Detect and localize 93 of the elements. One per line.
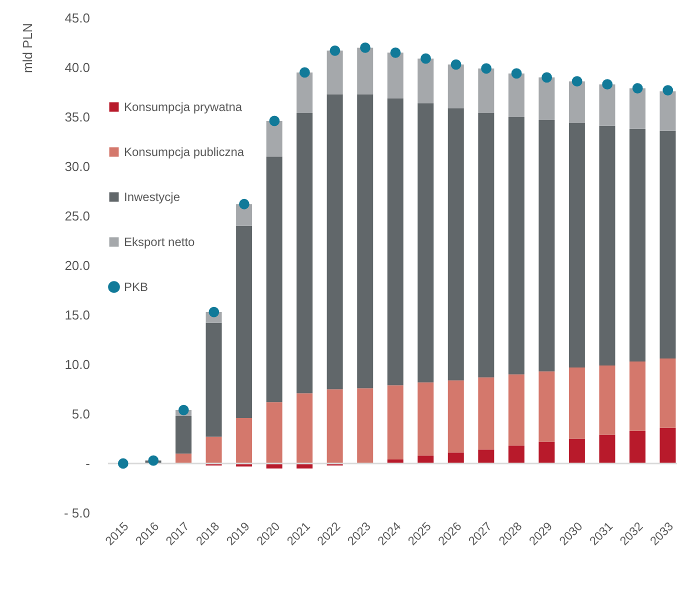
point	[178, 404, 189, 416]
y-tick-label: 35.0	[64, 110, 90, 125]
bar	[599, 365, 616, 435]
point	[450, 59, 462, 70]
y-tick-label: 25.0	[64, 208, 90, 224]
bar	[629, 430, 646, 464]
y-tick-label: 20.0	[64, 258, 90, 274]
y-tick-label: 30.0	[64, 159, 90, 174]
point	[602, 79, 613, 90]
point	[662, 85, 674, 96]
bar	[538, 442, 555, 464]
bar	[568, 81, 585, 123]
point	[511, 68, 522, 79]
bar	[568, 122, 585, 368]
bar	[418, 103, 434, 382]
y-tick-label: 40.0	[64, 60, 90, 76]
bar	[266, 156, 282, 402]
legend-label: PKB	[124, 280, 148, 294]
bar	[176, 454, 192, 464]
point	[300, 67, 310, 78]
legend-label: Konsumpcja publiczna	[124, 144, 244, 158]
bar	[296, 113, 313, 394]
legend-label: Inwestycje	[124, 190, 180, 204]
point	[360, 42, 370, 53]
point	[632, 83, 643, 94]
bar	[629, 128, 646, 362]
bar	[266, 402, 282, 464]
bar	[538, 77, 555, 120]
bar	[326, 50, 343, 94]
bar	[266, 120, 282, 157]
legend-label: Konsumpcja prywatna	[124, 100, 242, 114]
point	[390, 47, 401, 58]
bar	[296, 393, 313, 464]
bar	[568, 438, 585, 464]
bar	[538, 120, 555, 372]
bar	[206, 436, 222, 464]
y-tick-label: 10.0	[64, 357, 90, 372]
point	[148, 455, 159, 466]
bar	[629, 362, 646, 431]
bar	[357, 48, 374, 94]
bar	[599, 126, 616, 366]
point	[330, 45, 340, 56]
bar	[326, 389, 343, 464]
bar	[508, 73, 524, 117]
bar	[296, 72, 313, 114]
bar	[568, 367, 585, 439]
bar	[660, 428, 676, 464]
bar	[478, 68, 494, 114]
bar	[508, 446, 524, 464]
bar	[478, 450, 494, 464]
bar	[418, 382, 434, 456]
bar	[387, 98, 404, 386]
bar	[478, 377, 494, 450]
bar	[599, 84, 616, 126]
point	[481, 63, 492, 74]
y-tick-label: -	[86, 456, 90, 472]
bar	[236, 418, 252, 464]
bar	[176, 416, 192, 454]
bar	[629, 88, 646, 129]
bar	[326, 94, 343, 390]
point	[208, 306, 220, 318]
bar	[478, 113, 494, 378]
point	[118, 458, 128, 469]
bar	[660, 130, 676, 359]
bar	[508, 117, 524, 374]
bar	[418, 456, 434, 464]
point	[420, 53, 431, 64]
legend-label: Eksport netto	[124, 234, 195, 248]
bar	[538, 371, 555, 442]
y-axis-title: mld PLN	[20, 23, 36, 73]
point	[269, 116, 280, 126]
bar	[357, 94, 374, 388]
bar	[508, 374, 524, 446]
y-tick-label: 5.0	[72, 406, 90, 422]
bar	[387, 52, 404, 98]
y-tick-label: 45.0	[64, 10, 90, 26]
bar	[206, 322, 222, 437]
bar	[448, 452, 464, 464]
bar	[660, 358, 676, 428]
point	[238, 198, 250, 210]
bar	[357, 388, 374, 464]
point	[542, 72, 552, 83]
y-tick-label: - 5.0	[64, 506, 90, 521]
bar	[418, 58, 434, 104]
bar	[448, 380, 464, 453]
bar	[236, 226, 252, 418]
point	[572, 76, 582, 87]
bar	[387, 385, 404, 460]
bar	[448, 108, 464, 380]
y-tick-label: 15.0	[64, 308, 90, 323]
bar	[599, 434, 616, 464]
bar	[448, 64, 464, 108]
bar	[660, 91, 676, 131]
